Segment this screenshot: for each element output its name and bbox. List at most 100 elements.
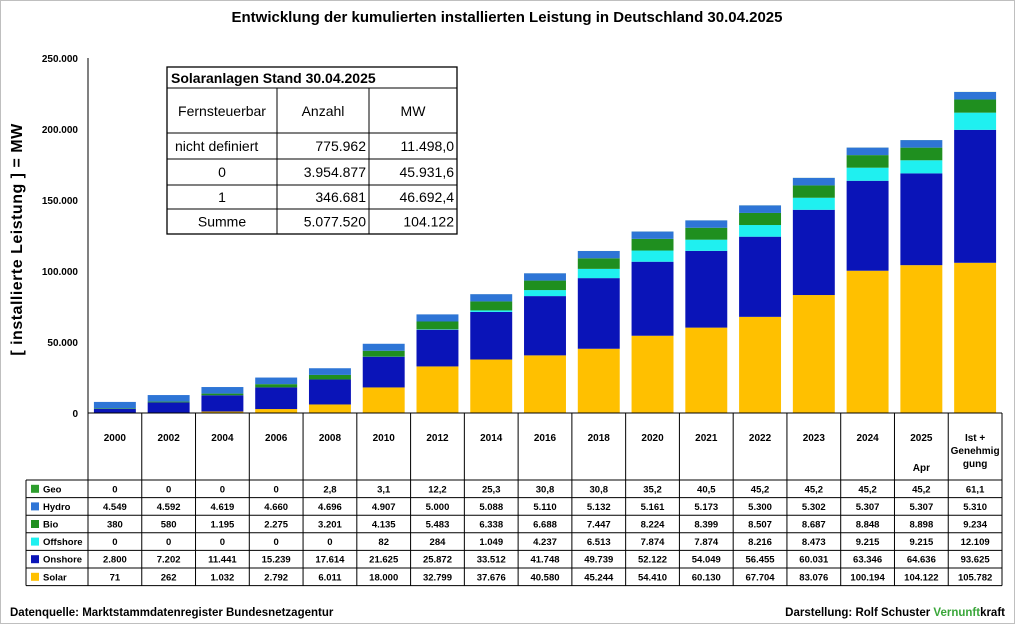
- bar-bio-6: [416, 321, 459, 330]
- category-label: 2012: [426, 433, 449, 444]
- table-cell: 1.032: [211, 572, 235, 583]
- table-cell: 8.224: [641, 520, 665, 531]
- table-cell: 40.580: [530, 572, 559, 583]
- legend-label-geo: Geo: [43, 484, 62, 495]
- bar-hydro-16: [954, 91, 997, 100]
- bar-hydro-14: [846, 147, 889, 156]
- category-label: 2025: [910, 433, 933, 444]
- table-cell: 54.410: [638, 572, 667, 583]
- inset-table-cell: 0: [218, 164, 226, 180]
- inset-table-cell: 46.692,4: [400, 189, 455, 205]
- footer-credit-text: Darstellung: Rolf Schuster: [785, 607, 933, 619]
- table-cell: 5.110: [533, 502, 556, 513]
- bar-solar-13: [792, 295, 835, 413]
- legend-swatch-onshore: [31, 555, 39, 564]
- table-cell: 25.872: [423, 555, 452, 566]
- bar-offshore-11: [685, 239, 728, 251]
- table-cell: 7.447: [587, 520, 611, 531]
- table-cell: 8.216: [748, 537, 772, 548]
- table-cell: 30,8: [536, 484, 555, 495]
- table-cell: 49.739: [584, 555, 613, 566]
- bar-offshore-12: [739, 225, 782, 237]
- legend-label-onshore: Onshore: [43, 555, 82, 566]
- bar-hydro-6: [416, 314, 459, 322]
- table-cell: 60.031: [799, 555, 829, 566]
- legend-swatch-offshore: [31, 537, 39, 546]
- bar-solar-6: [416, 366, 459, 413]
- table-cell: 45,2: [912, 484, 931, 495]
- category-label: 2018: [588, 433, 611, 444]
- table-cell: 580: [161, 520, 177, 531]
- category-label: 2002: [158, 433, 181, 444]
- inset-table-cell: 3.954.877: [304, 164, 366, 180]
- inset-table-cell: 775.962: [315, 138, 366, 154]
- bar-hydro-2: [201, 387, 244, 394]
- bar-solar-2: [201, 411, 244, 413]
- table-cell: 4.619: [211, 502, 235, 513]
- legend-swatch-geo: [31, 484, 39, 493]
- table-cell: 40,5: [697, 484, 716, 495]
- bar-onshore-11: [685, 250, 728, 328]
- table-cell: 9.234: [963, 520, 987, 531]
- table-cell: 0: [274, 537, 279, 548]
- bar-offshore-7: [470, 310, 513, 312]
- bar-hydro-8: [524, 273, 566, 281]
- table-cell: 30,8: [590, 484, 609, 495]
- bar-hydro-4: [308, 368, 351, 375]
- footer-brand-a: Vernunft: [933, 607, 980, 619]
- y-tick-label: 50.000: [47, 338, 78, 349]
- table-cell: 45,2: [858, 484, 877, 495]
- bar-onshore-15: [900, 173, 943, 266]
- table-cell: 32.799: [423, 572, 452, 583]
- table-cell: 18.000: [369, 572, 398, 583]
- bar-offshore-8: [524, 290, 566, 297]
- table-cell: 41.748: [530, 555, 559, 566]
- bar-offshore-14: [846, 167, 889, 181]
- bar-hydro-11: [685, 220, 728, 228]
- bar-onshore-14: [846, 180, 889, 271]
- table-cell: 284: [430, 537, 447, 548]
- bar-solar-7: [470, 359, 513, 413]
- table-cell: 25,3: [482, 484, 501, 495]
- table-cell: 67.704: [746, 572, 776, 583]
- bar-offshore-9: [577, 268, 620, 279]
- table-cell: 100.194: [850, 572, 885, 583]
- bar-bio-5: [362, 350, 405, 357]
- category-label: 2010: [373, 433, 396, 444]
- bar-onshore-6: [416, 329, 459, 367]
- table-cell: 5.483: [426, 520, 450, 531]
- table-cell: 8.473: [802, 537, 826, 548]
- table-cell: 15.239: [262, 555, 291, 566]
- table-cell: 5.000: [426, 502, 450, 513]
- category-label: 2023: [803, 433, 826, 444]
- footer-brand-b: kraft: [980, 607, 1005, 619]
- bar-hydro-1: [147, 395, 190, 402]
- table-cell: 12.109: [961, 537, 990, 548]
- bar-solar-5: [362, 387, 405, 413]
- legend-label-solar: Solar: [43, 572, 67, 583]
- bar-hydro-12: [739, 205, 782, 213]
- table-cell: 4.696: [318, 502, 342, 513]
- table-cell: 8.687: [802, 520, 826, 531]
- category-label: 2004: [211, 433, 234, 444]
- table-cell: 2.800: [103, 555, 127, 566]
- table-cell: 0: [220, 484, 225, 495]
- inset-table-header: MW: [401, 103, 427, 119]
- table-cell: 4.549: [103, 502, 127, 513]
- bar-onshore-7: [470, 311, 513, 360]
- table-cell: 11.441: [208, 555, 237, 566]
- bar-bio-13: [792, 185, 835, 198]
- table-cell: 7.874: [694, 537, 718, 548]
- footer-source: Datenquelle: Marktstammdatenregister Bun…: [10, 607, 334, 619]
- table-cell: 2.275: [264, 520, 288, 531]
- inset-table-cell: 346.681: [315, 189, 366, 205]
- inset-table-border: [166, 66, 458, 235]
- table-cell: 6.011: [318, 572, 342, 583]
- bar-solar-9: [577, 348, 620, 413]
- bar-onshore-9: [577, 278, 620, 349]
- bar-onshore-1: [147, 402, 190, 413]
- table-cell: 4.907: [372, 502, 396, 513]
- table-cell: 12,2: [428, 484, 447, 495]
- bar-hydro-9: [577, 251, 620, 259]
